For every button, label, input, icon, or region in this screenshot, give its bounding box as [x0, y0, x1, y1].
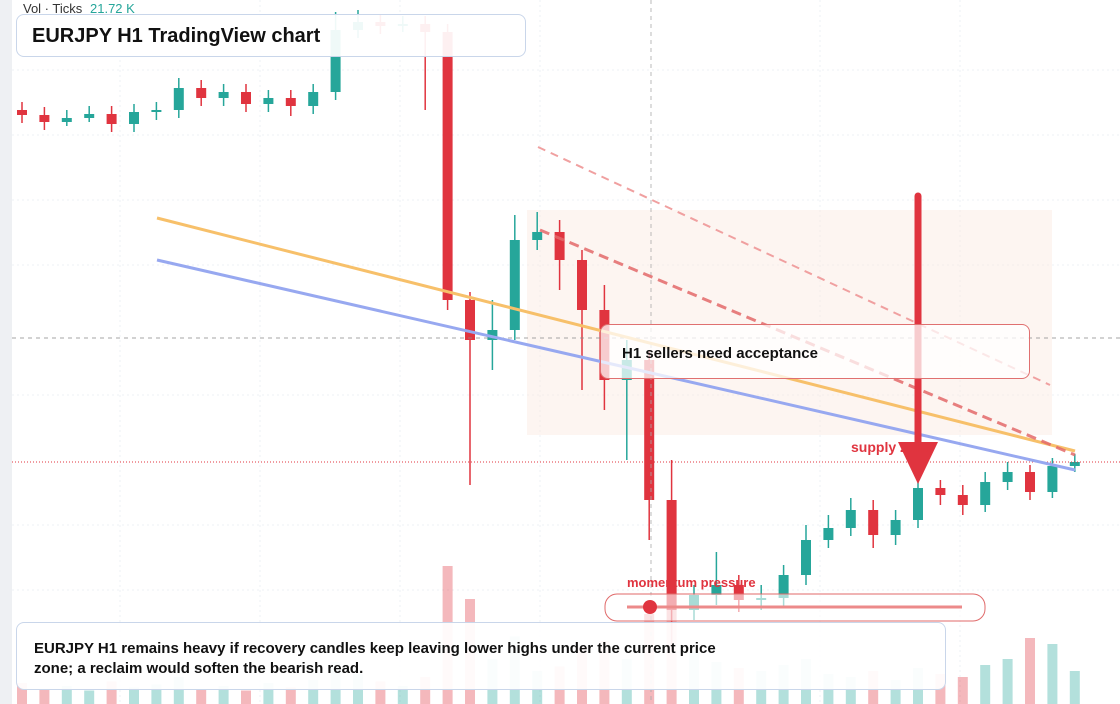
candle-body [868, 510, 879, 535]
candle-body [666, 500, 677, 610]
candle-body [263, 98, 274, 104]
volume-bar [106, 681, 117, 704]
annotation: momentum pressure [627, 575, 756, 590]
candle-body [39, 115, 50, 122]
volume-bar [1002, 659, 1013, 704]
volume-bar [241, 690, 251, 704]
candle-body [711, 585, 722, 595]
candle-body [465, 300, 475, 340]
volume-bar [17, 683, 27, 704]
volume-bar [980, 665, 991, 704]
candle-body [935, 488, 946, 495]
candle-body [1025, 472, 1035, 492]
volume-bar [196, 689, 207, 704]
volume-bar [218, 686, 229, 704]
chart-title: EURJPY H1 TradingView chart [16, 14, 526, 57]
candle-body [957, 495, 968, 505]
volume-bar [263, 683, 274, 704]
candle-body [17, 110, 27, 115]
volume-bar [1047, 644, 1058, 704]
candle-body [1047, 466, 1058, 492]
volume-bar [957, 677, 968, 704]
candle-body [577, 260, 587, 310]
candle-body [61, 118, 72, 122]
volume-bar [1025, 638, 1035, 704]
candle-body [778, 575, 789, 598]
candle-body [1069, 462, 1080, 466]
volume-bar [84, 690, 95, 704]
caption: EURJPY H1 remains heavy if recovery cand… [16, 622, 946, 690]
candle-body [442, 32, 453, 300]
candle-body [1002, 472, 1013, 482]
candle-body [913, 488, 923, 520]
candle-body [644, 360, 655, 500]
momentum-dot [643, 600, 657, 614]
supply-zone-shade [527, 210, 1052, 435]
candle-body [106, 114, 117, 124]
volume-bar [285, 687, 296, 704]
candle-body [980, 482, 991, 505]
candle-body [151, 110, 162, 112]
volume-bar [173, 677, 184, 704]
volume-bar [61, 686, 72, 704]
candle-body [509, 240, 520, 330]
annotation: supply zone [851, 439, 932, 455]
volume-label: Vol · Ticks [23, 1, 83, 16]
candle-body [330, 30, 341, 92]
volume-value: 21.72 K [90, 1, 135, 16]
candle-body [241, 92, 251, 104]
candle-body [733, 585, 744, 600]
volume-bar [845, 677, 856, 704]
volume-bar [375, 681, 386, 704]
candle-body [845, 510, 856, 528]
candle-body [532, 232, 543, 240]
volume-bar [151, 684, 162, 704]
candle-body [487, 330, 498, 340]
candle-body [218, 92, 229, 98]
candle-body [308, 92, 319, 106]
annotation-box: H1 sellers need acceptance [600, 324, 1030, 379]
volume-bar [420, 677, 431, 704]
candle-body [196, 88, 207, 98]
volume-bar [1069, 671, 1080, 704]
candle-body [554, 232, 565, 260]
candle-body [173, 88, 184, 110]
volume-bar [39, 689, 50, 704]
candle-body [84, 114, 95, 118]
candle-body [285, 98, 296, 106]
candle-body [890, 520, 901, 535]
caption-text: EURJPY H1 remains heavy if recovery cand… [34, 640, 716, 677]
volume-bar [397, 686, 408, 704]
volume-bar [308, 680, 319, 704]
candle-body [823, 528, 834, 540]
candle-body [129, 112, 139, 124]
left-strip [0, 0, 12, 704]
volume-bar [890, 680, 901, 704]
arrow-head [898, 442, 938, 484]
trendline [537, 146, 1051, 386]
volume-bar [129, 687, 139, 704]
candle-body [801, 540, 811, 575]
